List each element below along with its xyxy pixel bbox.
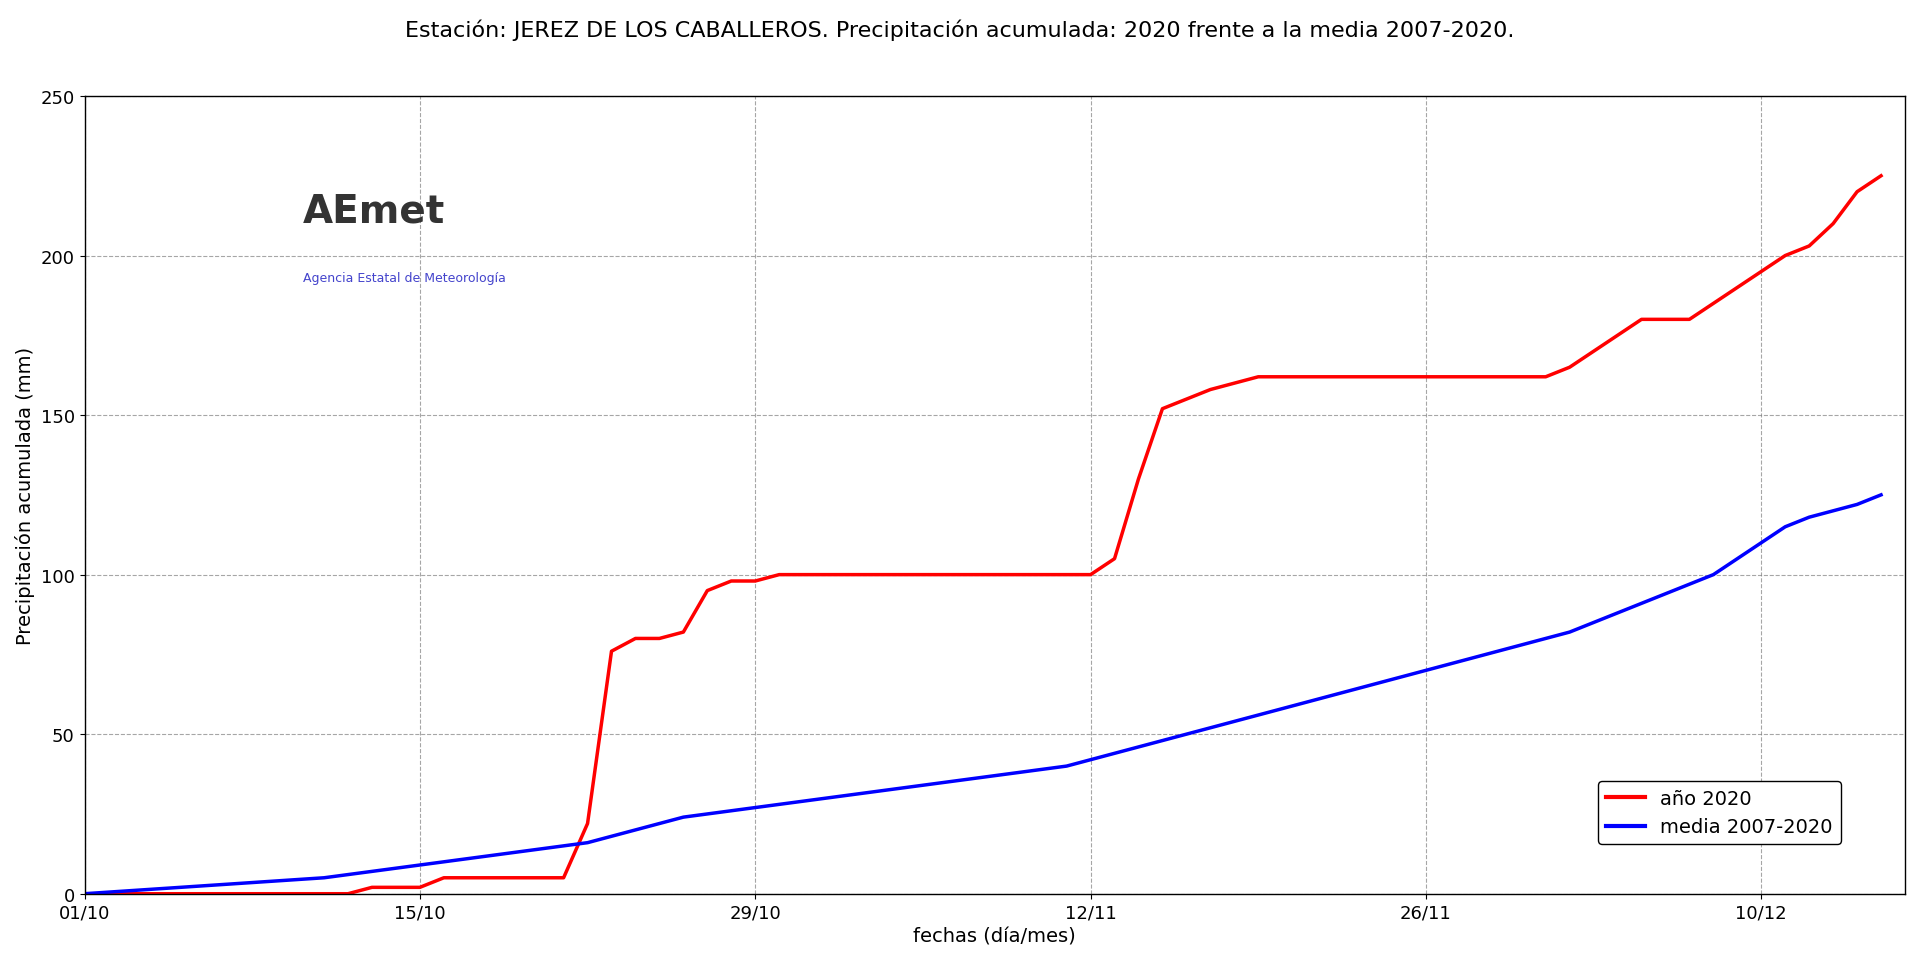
año 2020 — [1223, 378, 1246, 389]
Line: año 2020: año 2020 — [84, 177, 1882, 894]
Text: AEmet: AEmet — [303, 192, 445, 231]
Line: media 2007-2020: media 2007-2020 — [84, 495, 1882, 894]
Legend: año 2020, media 2007-2020: año 2020, media 2007-2020 — [1597, 781, 1841, 844]
Text: Estación: JEREZ DE LOS CABALLEROS. Precipitación acumulada: 2020 frente a la med: Estación: JEREZ DE LOS CABALLEROS. Preci… — [405, 19, 1515, 40]
media 2007-2020 — [1223, 716, 1246, 727]
X-axis label: fechas (día/mes): fechas (día/mes) — [914, 927, 1075, 946]
año 2020 — [1511, 372, 1534, 383]
año 2020 — [1870, 171, 1893, 183]
media 2007-2020 — [1008, 767, 1031, 778]
año 2020 — [73, 888, 96, 899]
media 2007-2020 — [1870, 489, 1893, 501]
año 2020 — [240, 888, 263, 899]
Y-axis label: Precipitación acumulada (mm): Precipitación acumulada (mm) — [15, 346, 35, 644]
año 2020 — [1271, 372, 1294, 383]
año 2020 — [695, 585, 718, 597]
Text: Agencia Estatal de Meteorología: Agencia Estatal de Meteorología — [303, 272, 505, 285]
media 2007-2020 — [73, 888, 96, 899]
media 2007-2020 — [1271, 703, 1294, 715]
año 2020 — [1008, 569, 1031, 580]
media 2007-2020 — [695, 808, 718, 820]
media 2007-2020 — [1511, 639, 1534, 651]
media 2007-2020 — [240, 876, 263, 888]
